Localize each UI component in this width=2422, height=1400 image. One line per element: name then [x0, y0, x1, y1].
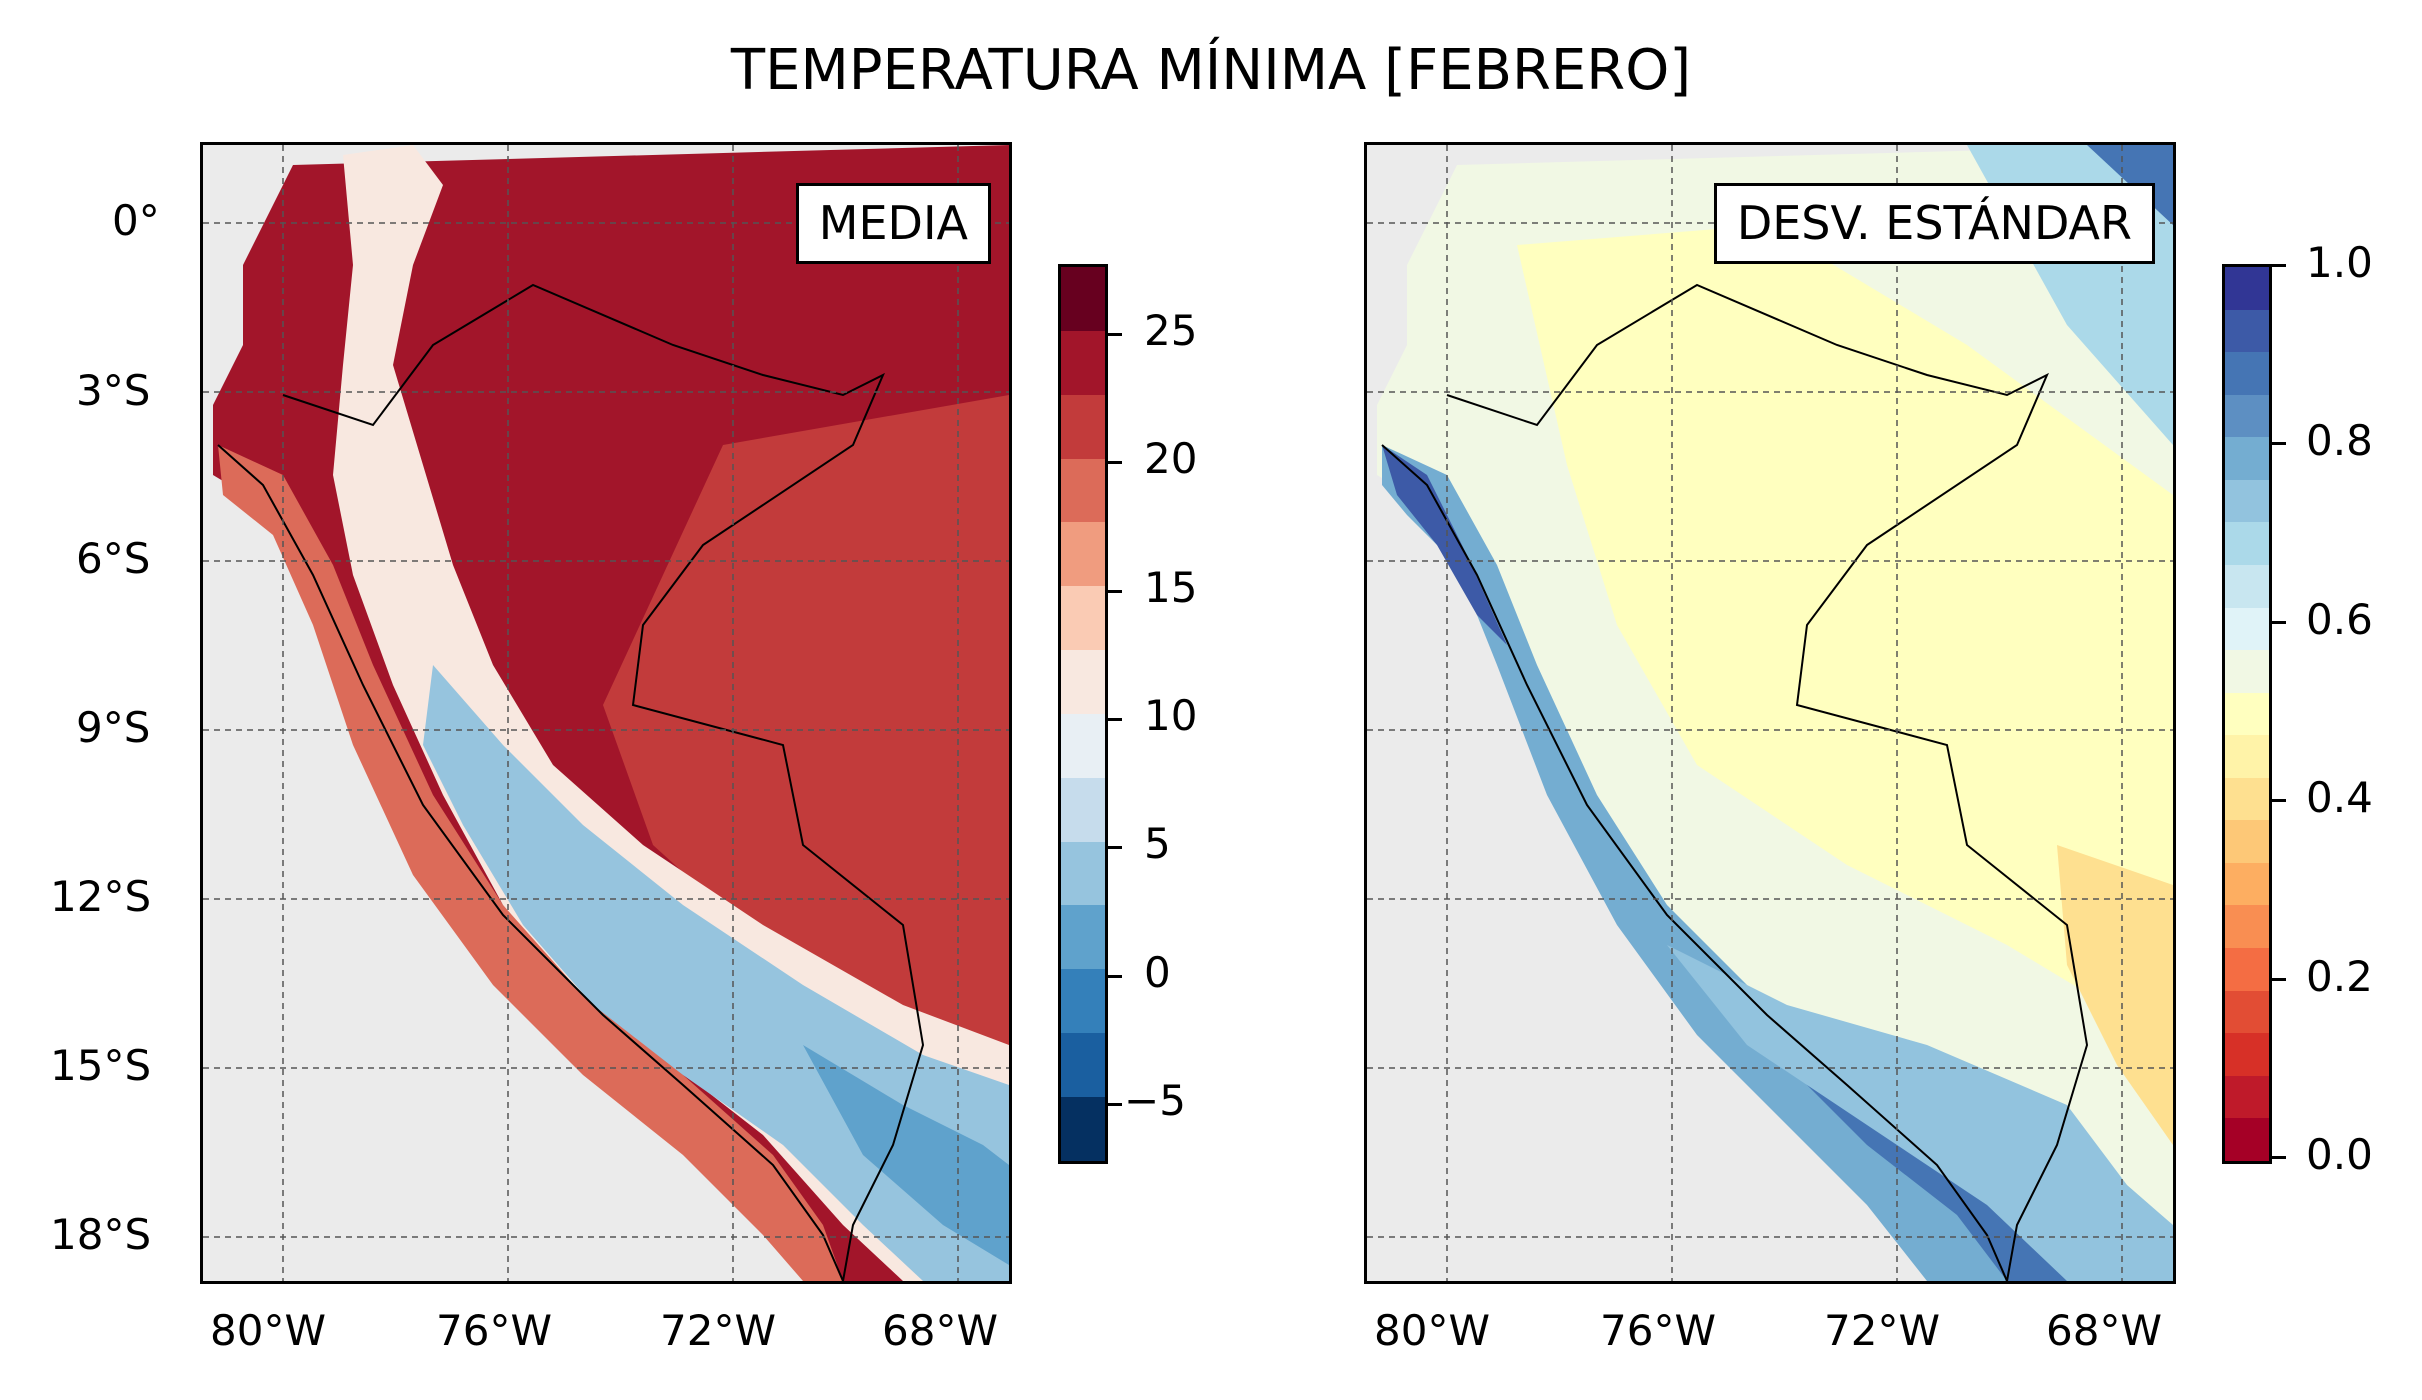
colorbar-step	[2225, 948, 2269, 991]
colorbar-step	[2225, 607, 2269, 651]
colorbar-step	[2225, 309, 2269, 353]
colorbar-tick-label: 5	[1144, 819, 1171, 868]
country-border	[282, 283, 925, 1281]
andes-band	[333, 145, 1009, 1281]
colorbar-step	[2225, 267, 2269, 310]
colorbar-step	[1061, 905, 1105, 970]
coast-band	[218, 445, 843, 1281]
land-southeast	[603, 395, 1009, 1105]
colorbar-tick-label: 15	[1144, 563, 1198, 612]
lat-tick-label: 12°S	[50, 872, 152, 921]
colorbar-tick-label: 0.0	[2306, 1130, 2373, 1179]
colorbar-step	[1061, 969, 1105, 1034]
colorbar-step	[2225, 1075, 2269, 1119]
colorbar-step	[2225, 1118, 2269, 1161]
colorbar-step	[2225, 394, 2269, 438]
colorbar-step	[1061, 330, 1105, 395]
colorbar-step	[2225, 862, 2269, 906]
coastline	[217, 444, 844, 1281]
colorbar-desv	[2222, 264, 2272, 1164]
colorbar-step	[1061, 586, 1105, 651]
colorbar-step	[2225, 650, 2269, 693]
lon-tick-label: 72°W	[1824, 1306, 1940, 1355]
map-panel-media: MEDIA	[200, 142, 1012, 1284]
colorbar-step	[1061, 458, 1105, 523]
colorbar-step	[1061, 394, 1105, 459]
lon-tick-label: 68°W	[882, 1306, 998, 1355]
coast-deep	[1382, 445, 1507, 645]
south-mid	[1667, 945, 2173, 1281]
interior-yellow	[1517, 225, 2173, 1045]
colorbar-step	[2225, 1033, 2269, 1076]
colorbar-step	[2225, 522, 2269, 565]
map-desv	[1367, 145, 2173, 1281]
colorbar-step	[1061, 1033, 1105, 1097]
colorbar-step	[1061, 650, 1105, 714]
lat-tick-label: 0°	[112, 196, 160, 245]
lon-tick-label: 76°W	[1600, 1306, 1716, 1355]
colorbar-media	[1058, 264, 1108, 1164]
colorbar-tick-label: 0.2	[2306, 952, 2373, 1001]
panel-label-desv: DESV. ESTÁNDAR	[1713, 183, 2155, 265]
lon-tick-label: 72°W	[660, 1306, 776, 1355]
map-media	[203, 145, 1009, 1281]
colorbar-tick-label: 0.6	[2306, 595, 2373, 644]
colorbar-step	[2225, 437, 2269, 480]
lon-tick-label: 76°W	[436, 1306, 552, 1355]
colorbar-tick-label: 0.4	[2306, 773, 2373, 822]
lon-tick-label: 80°W	[210, 1306, 326, 1355]
lat-tick-label: 9°S	[76, 703, 151, 752]
colorbar-step	[1061, 713, 1105, 778]
south-deep	[1787, 1065, 2067, 1281]
andes-coldest	[803, 1045, 1009, 1265]
lat-tick-label: 18°S	[50, 1210, 152, 1259]
colorbar-tick-label: 10	[1144, 691, 1198, 740]
figure-title: TEMPERATURA MÍNIMA [FEBRERO]	[730, 38, 1692, 103]
colorbar-step	[2225, 352, 2269, 395]
colorbar-step	[2225, 735, 2269, 778]
map-panel-desv: DESV. ESTÁNDAR	[1364, 142, 2176, 1284]
lon-tick-label: 80°W	[1374, 1306, 1490, 1355]
gridlines	[203, 145, 1009, 1281]
colorbar-tick-label: 0	[1144, 948, 1171, 997]
panel-label-media: MEDIA	[795, 183, 991, 265]
colorbar-step	[2225, 692, 2269, 736]
colorbar-tick-label: 20	[1144, 434, 1198, 483]
coastline	[1381, 444, 2008, 1281]
colorbar-tick-label: −5	[1124, 1076, 1186, 1125]
lon-tick-label: 68°W	[2046, 1306, 2162, 1355]
colorbar-step	[2225, 820, 2269, 863]
colorbar-step	[1061, 777, 1105, 842]
lat-tick-label: 15°S	[50, 1041, 152, 1090]
colorbar-step	[1061, 841, 1105, 906]
colorbar-tick-label: 25	[1144, 306, 1198, 355]
country-border	[1446, 283, 2089, 1281]
lat-tick-label: 6°S	[76, 534, 151, 583]
lat-tick-label: 3°S	[76, 366, 151, 415]
colorbar-step	[2225, 564, 2269, 608]
colorbar-step	[1061, 522, 1105, 587]
colorbar-step	[2225, 479, 2269, 523]
colorbar-tick-label: 0.8	[2306, 416, 2373, 465]
southeast-orange	[2057, 845, 2173, 1145]
colorbar-step	[2225, 990, 2269, 1034]
colorbar-tick-label: 1.0	[2306, 238, 2373, 287]
colorbar-step	[1061, 1096, 1105, 1161]
colorbar-step	[2225, 905, 2269, 948]
colorbar-step	[1061, 267, 1105, 331]
colorbar-step	[2225, 777, 2269, 821]
